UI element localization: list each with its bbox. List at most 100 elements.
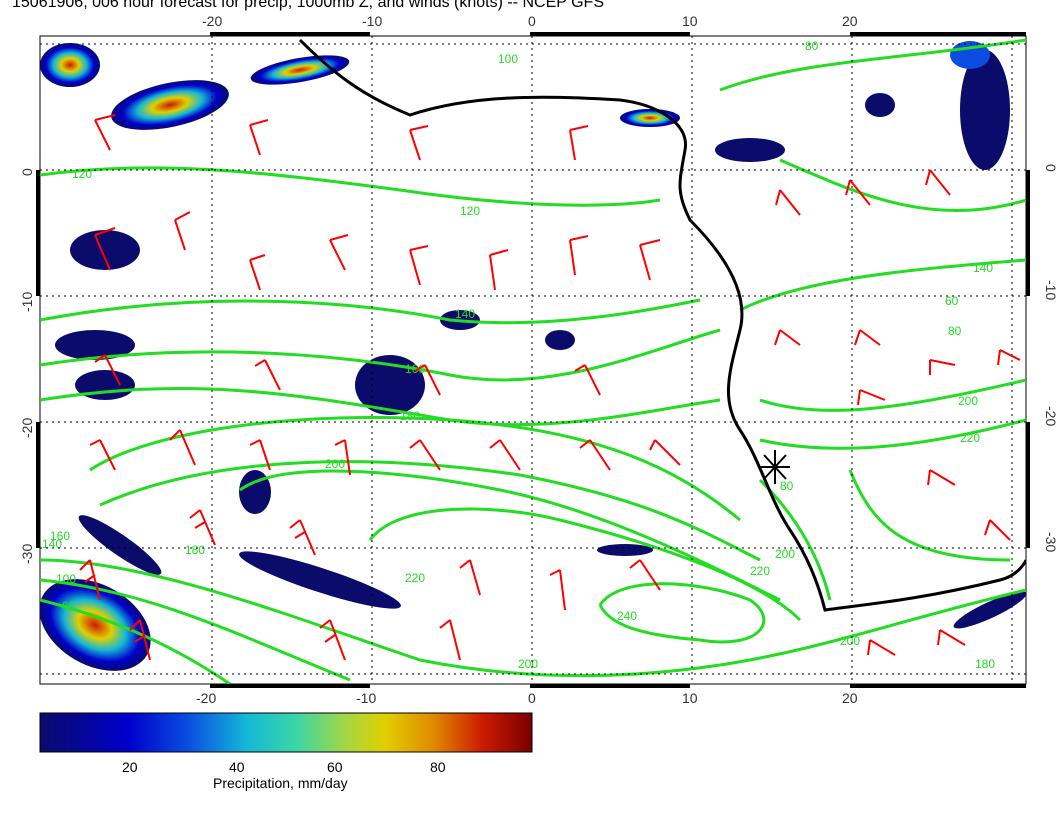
contour-label: 220 xyxy=(960,431,980,445)
wind-barb xyxy=(489,249,509,291)
wind-barb xyxy=(629,559,661,591)
precip-area xyxy=(78,515,162,575)
wind-barb xyxy=(459,559,481,596)
precip-area xyxy=(545,330,575,350)
precip-area xyxy=(111,80,229,130)
graticule xyxy=(40,36,1026,684)
wind-barb xyxy=(79,559,101,601)
wind-barb xyxy=(334,439,351,476)
axis-bars xyxy=(36,32,1030,688)
wind-barb xyxy=(174,211,191,251)
precip-area xyxy=(953,591,1026,629)
lon-tick-label: -10 xyxy=(362,13,382,29)
precip-area xyxy=(865,93,895,117)
wind-barb xyxy=(169,429,196,466)
precip-layer xyxy=(40,41,1026,671)
wind-barb xyxy=(929,359,956,375)
contour-label: 80 xyxy=(805,39,819,53)
wind-barb xyxy=(409,245,429,286)
map-title: 15061906, 006 hour forecast for precip, … xyxy=(12,0,604,11)
wind-barb xyxy=(409,125,429,161)
precip-area xyxy=(40,579,151,671)
contour-line xyxy=(598,582,766,644)
wind-barb xyxy=(414,364,441,396)
lat-tick-label: 0 xyxy=(19,168,35,176)
wind-barb xyxy=(579,439,611,471)
lon-tick-label: -10 xyxy=(356,690,376,706)
contour-line xyxy=(40,298,701,325)
wind-barb xyxy=(649,439,681,466)
lon-tick-label: 0 xyxy=(528,690,536,706)
lon-tick-label: -20 xyxy=(202,13,222,29)
wind-barb xyxy=(845,179,871,206)
contour-label: 120 xyxy=(460,204,480,218)
wind-barb xyxy=(254,359,281,391)
contour-line xyxy=(99,460,761,562)
wind-barb xyxy=(927,469,956,486)
colorbar-tick: 20 xyxy=(122,759,138,775)
contour-label: 200 xyxy=(840,634,860,648)
wind-barb xyxy=(439,619,461,661)
contour-label: 120 xyxy=(72,167,92,181)
precip-area xyxy=(70,230,140,270)
contour-line xyxy=(719,38,1026,92)
coastline xyxy=(298,38,1026,612)
contour-line xyxy=(368,507,802,622)
wind-barb xyxy=(774,329,801,346)
map-frame xyxy=(39,35,1027,685)
lon-tick-label: 20 xyxy=(842,13,858,29)
precip-area xyxy=(597,544,653,556)
wind-barb xyxy=(94,227,116,271)
contour-line xyxy=(239,469,781,602)
lat-tick-label: -10 xyxy=(1043,280,1056,300)
lon-tick-label: 20 xyxy=(842,690,858,706)
colorbar-tick: 40 xyxy=(229,759,245,775)
contour-line xyxy=(40,598,231,684)
contour-label: 140 xyxy=(973,261,993,275)
wind-barb xyxy=(249,119,269,156)
lon-tick-label: -20 xyxy=(196,690,216,706)
wind-barb xyxy=(489,439,521,471)
colorbar-label: Precipitation, mm/day xyxy=(213,775,348,791)
precip-area xyxy=(239,470,271,514)
contour-line xyxy=(758,478,832,601)
wind-barb xyxy=(574,364,601,396)
contour-label: 100 xyxy=(56,572,76,586)
precip-area xyxy=(55,330,135,360)
contour-label: 60 xyxy=(62,599,76,613)
wind-barb xyxy=(639,239,661,281)
precip-area xyxy=(355,355,425,415)
contour-layer xyxy=(40,38,1026,684)
wind-barbs xyxy=(79,114,1021,661)
contour-label: 160 xyxy=(405,362,425,376)
contour-label: 180 xyxy=(400,409,420,423)
contour-line xyxy=(40,328,721,382)
contour-line xyxy=(779,158,1026,213)
wind-barb xyxy=(94,114,116,151)
wind-barb xyxy=(249,254,266,291)
wind-barb xyxy=(249,439,271,471)
contour-label: 200 xyxy=(775,547,795,561)
wind-barb xyxy=(937,629,966,646)
contour-line xyxy=(719,588,1026,667)
wind-barb xyxy=(549,569,566,611)
wind-barb xyxy=(329,234,349,271)
contour-label: 80 xyxy=(780,479,794,493)
contour-label: 80 xyxy=(948,324,962,338)
right-lat-ticks: 0 -10 -20 -30 xyxy=(1043,164,1056,552)
contour-label: 60 xyxy=(945,294,959,308)
top-lon-ticks: -20 -10 0 10 20 xyxy=(202,13,858,29)
wind-barb xyxy=(984,519,1011,541)
contour-label: 180 xyxy=(975,657,995,671)
contour-label: 160 xyxy=(50,529,70,543)
wind-barb xyxy=(189,509,216,546)
contour-label: 240 xyxy=(617,609,637,623)
lon-tick-label: 0 xyxy=(528,13,536,29)
wind-barb xyxy=(569,125,589,161)
precip-area xyxy=(960,50,1010,170)
contour-label: 200 xyxy=(325,457,345,471)
lat-tick-label: 0 xyxy=(1043,164,1056,172)
lat-tick-label: -30 xyxy=(19,544,35,564)
contour-line xyxy=(40,387,721,427)
